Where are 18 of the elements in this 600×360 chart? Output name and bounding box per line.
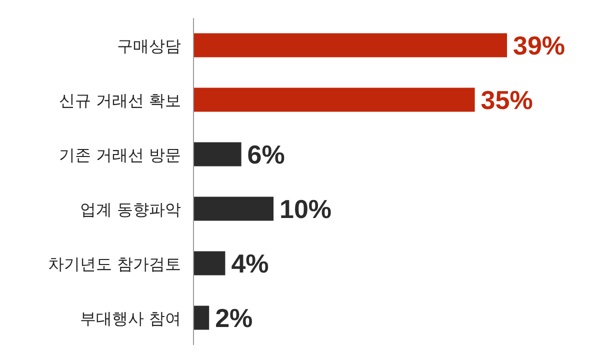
data-label: 6% bbox=[247, 139, 285, 170]
y-tick-label: 차기년도 참가검토 bbox=[48, 254, 181, 274]
y-tick-label: 신규 거래선 확보 bbox=[58, 90, 181, 110]
data-label: 35% bbox=[480, 84, 533, 115]
y-tick-label: 구매상담 bbox=[117, 36, 181, 56]
y-tick-label: 기존 거래선 방문 bbox=[58, 145, 181, 164]
data-label: 39% bbox=[513, 30, 566, 60]
bar bbox=[193, 33, 507, 58]
bar bbox=[193, 142, 242, 166]
data-label: 10% bbox=[280, 194, 332, 224]
data-label: 4% bbox=[231, 248, 269, 278]
bar bbox=[193, 196, 274, 221]
bar bbox=[193, 251, 226, 276]
bar bbox=[193, 88, 475, 112]
data-label: 2% bbox=[215, 302, 253, 333]
y-tick-label: 업계 동향파악 bbox=[80, 200, 181, 219]
y-tick-label: 부대행사 참여 bbox=[80, 308, 181, 328]
bar bbox=[193, 306, 210, 330]
